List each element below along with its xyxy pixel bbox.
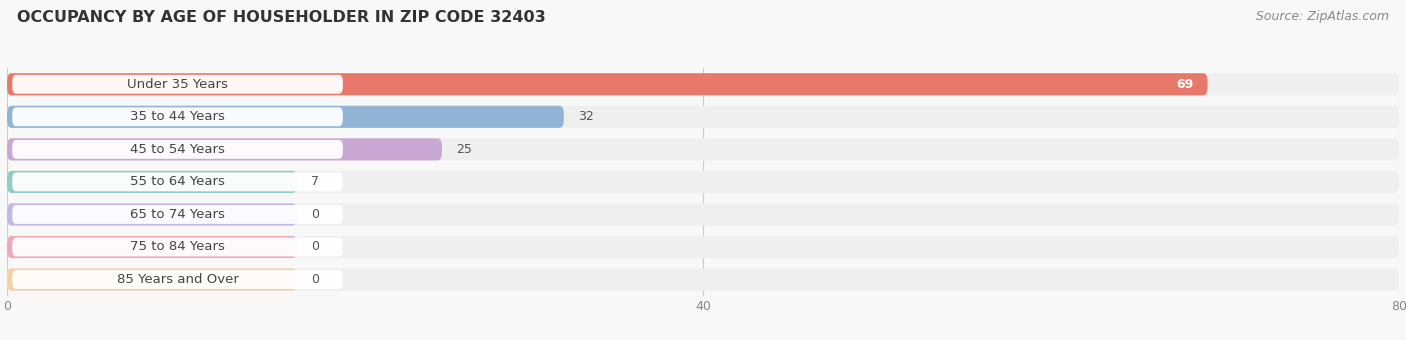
FancyBboxPatch shape bbox=[7, 269, 297, 291]
FancyBboxPatch shape bbox=[13, 107, 343, 126]
FancyBboxPatch shape bbox=[7, 73, 1399, 95]
FancyBboxPatch shape bbox=[7, 236, 1399, 258]
FancyBboxPatch shape bbox=[13, 238, 343, 256]
FancyBboxPatch shape bbox=[7, 106, 1399, 128]
Text: 65 to 74 Years: 65 to 74 Years bbox=[131, 208, 225, 221]
FancyBboxPatch shape bbox=[7, 138, 441, 160]
FancyBboxPatch shape bbox=[13, 75, 343, 94]
Text: 85 Years and Over: 85 Years and Over bbox=[117, 273, 239, 286]
Text: 69: 69 bbox=[1177, 78, 1194, 91]
FancyBboxPatch shape bbox=[13, 270, 343, 289]
Text: Source: ZipAtlas.com: Source: ZipAtlas.com bbox=[1256, 10, 1389, 23]
FancyBboxPatch shape bbox=[13, 172, 343, 191]
Text: 45 to 54 Years: 45 to 54 Years bbox=[131, 143, 225, 156]
Text: Under 35 Years: Under 35 Years bbox=[127, 78, 228, 91]
FancyBboxPatch shape bbox=[7, 171, 1399, 193]
FancyBboxPatch shape bbox=[7, 106, 564, 128]
Text: 0: 0 bbox=[311, 273, 319, 286]
FancyBboxPatch shape bbox=[7, 236, 297, 258]
FancyBboxPatch shape bbox=[7, 171, 297, 193]
FancyBboxPatch shape bbox=[13, 205, 343, 224]
FancyBboxPatch shape bbox=[7, 73, 1208, 95]
Text: 25: 25 bbox=[456, 143, 472, 156]
Text: 0: 0 bbox=[311, 240, 319, 254]
FancyBboxPatch shape bbox=[13, 140, 343, 159]
Text: 55 to 64 Years: 55 to 64 Years bbox=[131, 175, 225, 188]
Text: 75 to 84 Years: 75 to 84 Years bbox=[131, 240, 225, 254]
Text: OCCUPANCY BY AGE OF HOUSEHOLDER IN ZIP CODE 32403: OCCUPANCY BY AGE OF HOUSEHOLDER IN ZIP C… bbox=[17, 10, 546, 25]
Text: 35 to 44 Years: 35 to 44 Years bbox=[131, 110, 225, 123]
Text: 7: 7 bbox=[311, 175, 319, 188]
Text: 32: 32 bbox=[578, 110, 593, 123]
FancyBboxPatch shape bbox=[7, 138, 1399, 160]
FancyBboxPatch shape bbox=[7, 269, 1399, 291]
FancyBboxPatch shape bbox=[7, 203, 297, 225]
FancyBboxPatch shape bbox=[7, 203, 1399, 225]
Text: 0: 0 bbox=[311, 208, 319, 221]
